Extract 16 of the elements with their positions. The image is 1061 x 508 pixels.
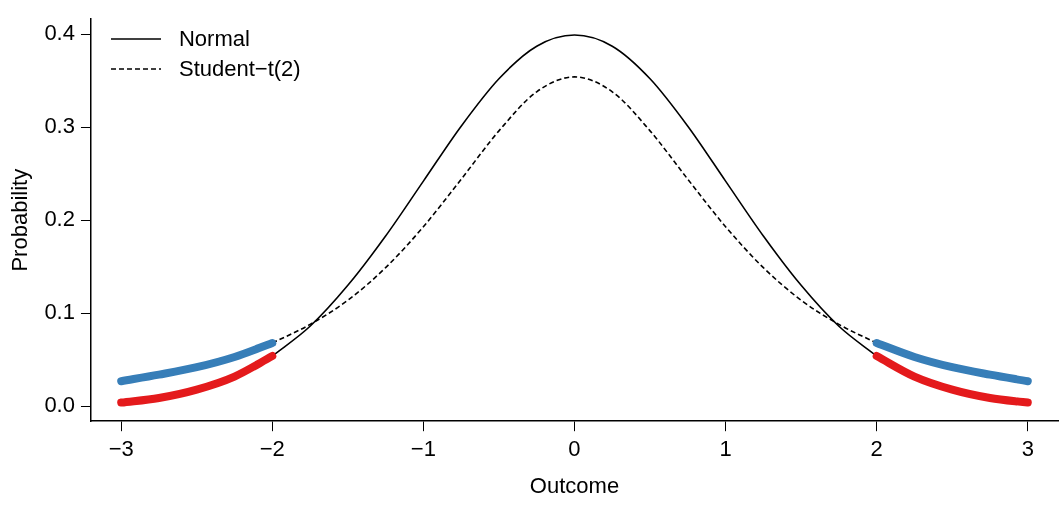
- x-tick-label: −3: [108, 436, 134, 462]
- x-tick-label: −2: [259, 436, 285, 462]
- legend-label: Normal: [178, 26, 250, 53]
- x-tick-label: 1: [719, 436, 732, 462]
- y-tick-label: 0.0: [44, 392, 75, 418]
- y-tick-label: 0.1: [44, 299, 75, 325]
- x-axis-title: Outcome: [529, 472, 620, 498]
- y-tick-label: 0.2: [44, 206, 75, 232]
- x-tick-label: 2: [870, 436, 883, 462]
- y-tick-label: 0.3: [44, 113, 75, 139]
- x-tick-label: 0: [568, 436, 581, 462]
- y-tick-label: 0.4: [44, 20, 75, 46]
- x-tick-label: 3: [1021, 436, 1034, 462]
- y-axis-title: Probability: [7, 168, 33, 272]
- x-tick-label: −1: [410, 436, 436, 462]
- legend-label: Student−t(2): [178, 56, 301, 83]
